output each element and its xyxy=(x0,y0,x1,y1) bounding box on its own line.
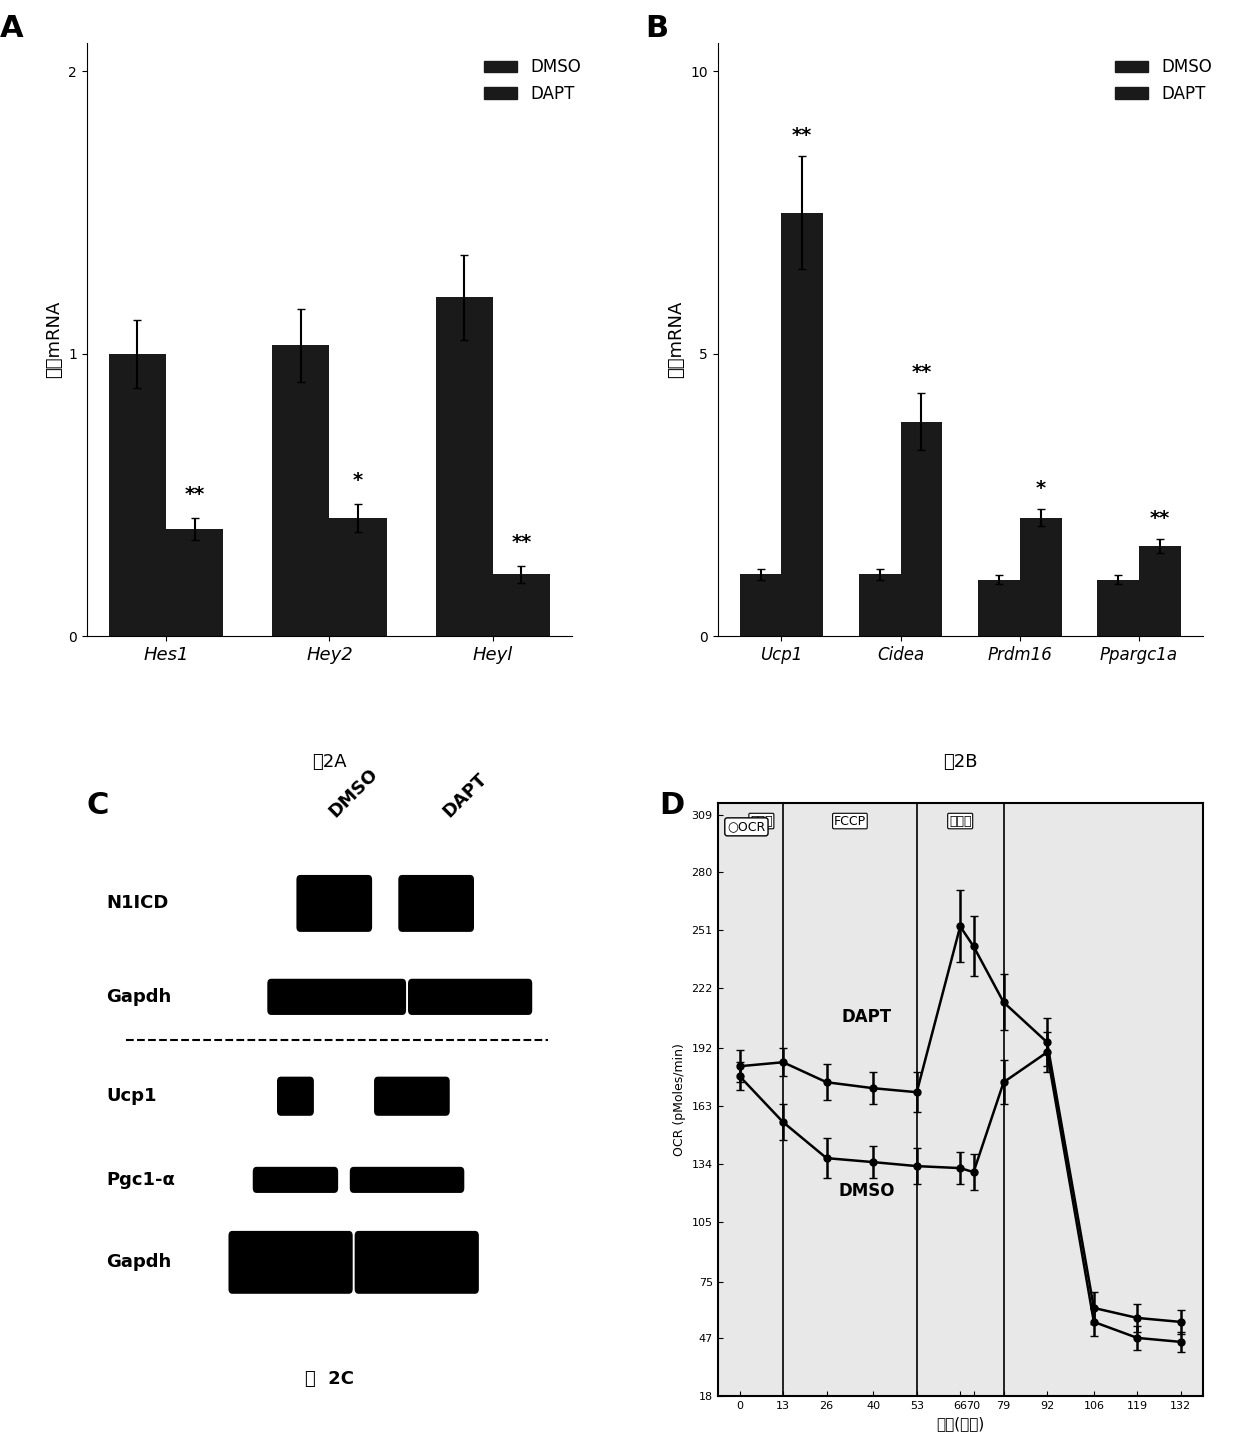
FancyBboxPatch shape xyxy=(228,1230,352,1294)
Text: DMSO: DMSO xyxy=(838,1181,895,1200)
Text: *: * xyxy=(353,471,363,489)
Bar xyxy=(781,213,823,636)
Bar xyxy=(166,530,223,636)
FancyBboxPatch shape xyxy=(350,1167,464,1193)
FancyBboxPatch shape xyxy=(408,979,532,1014)
Text: Gapdh: Gapdh xyxy=(107,1253,171,1271)
FancyBboxPatch shape xyxy=(374,1076,450,1115)
Text: *: * xyxy=(1035,479,1045,498)
Text: D: D xyxy=(660,790,684,820)
Text: A: A xyxy=(0,13,24,43)
Y-axis label: OCR (pMoles/min): OCR (pMoles/min) xyxy=(673,1043,686,1156)
Text: ○OCR: ○OCR xyxy=(728,820,765,833)
FancyBboxPatch shape xyxy=(268,979,405,1014)
Bar xyxy=(739,574,781,636)
Text: FCCP: FCCP xyxy=(833,814,866,827)
Bar xyxy=(109,354,166,636)
Legend: DMSO, DAPT: DMSO, DAPT xyxy=(1109,52,1219,109)
Legend: DMSO, DAPT: DMSO, DAPT xyxy=(477,52,588,109)
Text: Pgc1-α: Pgc1-α xyxy=(107,1171,175,1189)
Text: **: ** xyxy=(185,485,205,504)
Bar xyxy=(978,580,1019,636)
Text: 鱼藤酮: 鱼藤酮 xyxy=(949,814,971,827)
FancyBboxPatch shape xyxy=(355,1230,479,1294)
Bar xyxy=(1140,545,1180,636)
Text: DAPT: DAPT xyxy=(440,770,491,820)
Text: DMSO: DMSO xyxy=(326,764,382,820)
Bar xyxy=(273,345,330,636)
Bar xyxy=(330,518,387,636)
Text: Ucp1: Ucp1 xyxy=(107,1088,156,1105)
Text: N1ICD: N1ICD xyxy=(107,895,169,912)
Text: 寡霉素: 寡霉素 xyxy=(750,814,773,827)
Bar xyxy=(492,574,551,636)
Y-axis label: 相对mRNA: 相对mRNA xyxy=(45,301,63,378)
Bar xyxy=(1097,580,1140,636)
Text: **: ** xyxy=(1149,509,1171,528)
Bar xyxy=(435,298,492,636)
Text: C: C xyxy=(87,790,109,820)
FancyBboxPatch shape xyxy=(253,1167,339,1193)
Text: 图2A: 图2A xyxy=(312,753,347,771)
FancyBboxPatch shape xyxy=(398,875,474,932)
Bar xyxy=(1019,518,1061,636)
Text: **: ** xyxy=(511,532,532,551)
Text: **: ** xyxy=(911,363,931,383)
Text: DAPT: DAPT xyxy=(842,1009,892,1026)
Text: 图  2C: 图 2C xyxy=(305,1370,353,1389)
Bar xyxy=(859,574,900,636)
FancyBboxPatch shape xyxy=(277,1076,314,1115)
Y-axis label: 相对mRNA: 相对mRNA xyxy=(667,301,684,378)
Text: **: ** xyxy=(792,125,812,145)
FancyBboxPatch shape xyxy=(296,875,372,932)
Bar xyxy=(900,422,942,636)
Text: 图2B: 图2B xyxy=(942,753,977,771)
Text: B: B xyxy=(645,13,668,43)
X-axis label: 时间(分钟): 时间(分钟) xyxy=(936,1416,985,1432)
Text: Gapdh: Gapdh xyxy=(107,987,171,1006)
